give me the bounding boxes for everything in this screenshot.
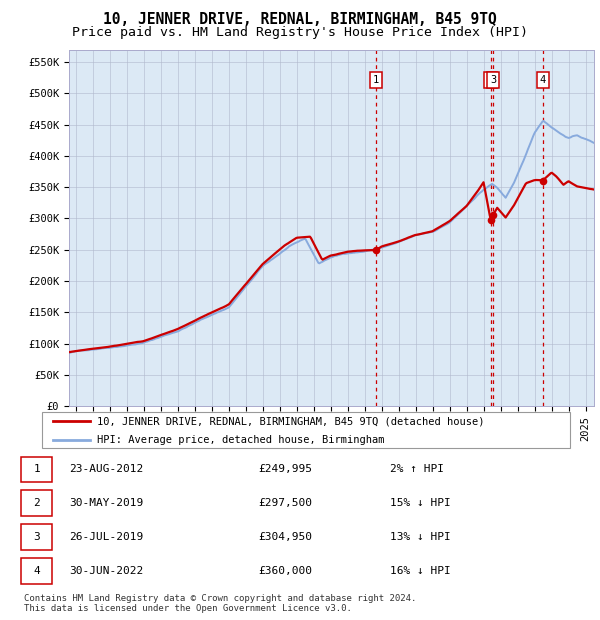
FancyBboxPatch shape bbox=[21, 490, 52, 516]
Text: Price paid vs. HM Land Registry's House Price Index (HPI): Price paid vs. HM Land Registry's House … bbox=[72, 26, 528, 39]
Text: 4: 4 bbox=[33, 566, 40, 576]
Text: HPI: Average price, detached house, Birmingham: HPI: Average price, detached house, Birm… bbox=[97, 435, 385, 445]
Text: 2% ↑ HPI: 2% ↑ HPI bbox=[390, 464, 444, 474]
Text: 3: 3 bbox=[490, 75, 496, 85]
Text: £249,995: £249,995 bbox=[258, 464, 312, 474]
FancyBboxPatch shape bbox=[21, 525, 52, 550]
Text: £304,950: £304,950 bbox=[258, 532, 312, 542]
Text: 13% ↓ HPI: 13% ↓ HPI bbox=[390, 532, 451, 542]
Text: 16% ↓ HPI: 16% ↓ HPI bbox=[390, 566, 451, 576]
Text: Contains HM Land Registry data © Crown copyright and database right 2024.
This d: Contains HM Land Registry data © Crown c… bbox=[24, 594, 416, 613]
FancyBboxPatch shape bbox=[21, 457, 52, 482]
Text: £360,000: £360,000 bbox=[258, 566, 312, 576]
Text: 30-MAY-2019: 30-MAY-2019 bbox=[69, 498, 143, 508]
Text: 3: 3 bbox=[33, 532, 40, 542]
Text: 10, JENNER DRIVE, REDNAL, BIRMINGHAM, B45 9TQ: 10, JENNER DRIVE, REDNAL, BIRMINGHAM, B4… bbox=[103, 12, 497, 27]
Text: 30-JUN-2022: 30-JUN-2022 bbox=[69, 566, 143, 576]
Text: 4: 4 bbox=[540, 75, 546, 85]
Text: 2: 2 bbox=[487, 75, 494, 85]
FancyBboxPatch shape bbox=[21, 558, 52, 583]
Text: 1: 1 bbox=[373, 75, 379, 85]
Text: 15% ↓ HPI: 15% ↓ HPI bbox=[390, 498, 451, 508]
Text: 26-JUL-2019: 26-JUL-2019 bbox=[69, 532, 143, 542]
Text: 23-AUG-2012: 23-AUG-2012 bbox=[69, 464, 143, 474]
Text: £297,500: £297,500 bbox=[258, 498, 312, 508]
Text: 10, JENNER DRIVE, REDNAL, BIRMINGHAM, B45 9TQ (detached house): 10, JENNER DRIVE, REDNAL, BIRMINGHAM, B4… bbox=[97, 417, 485, 427]
Text: 2: 2 bbox=[33, 498, 40, 508]
Text: 1: 1 bbox=[33, 464, 40, 474]
